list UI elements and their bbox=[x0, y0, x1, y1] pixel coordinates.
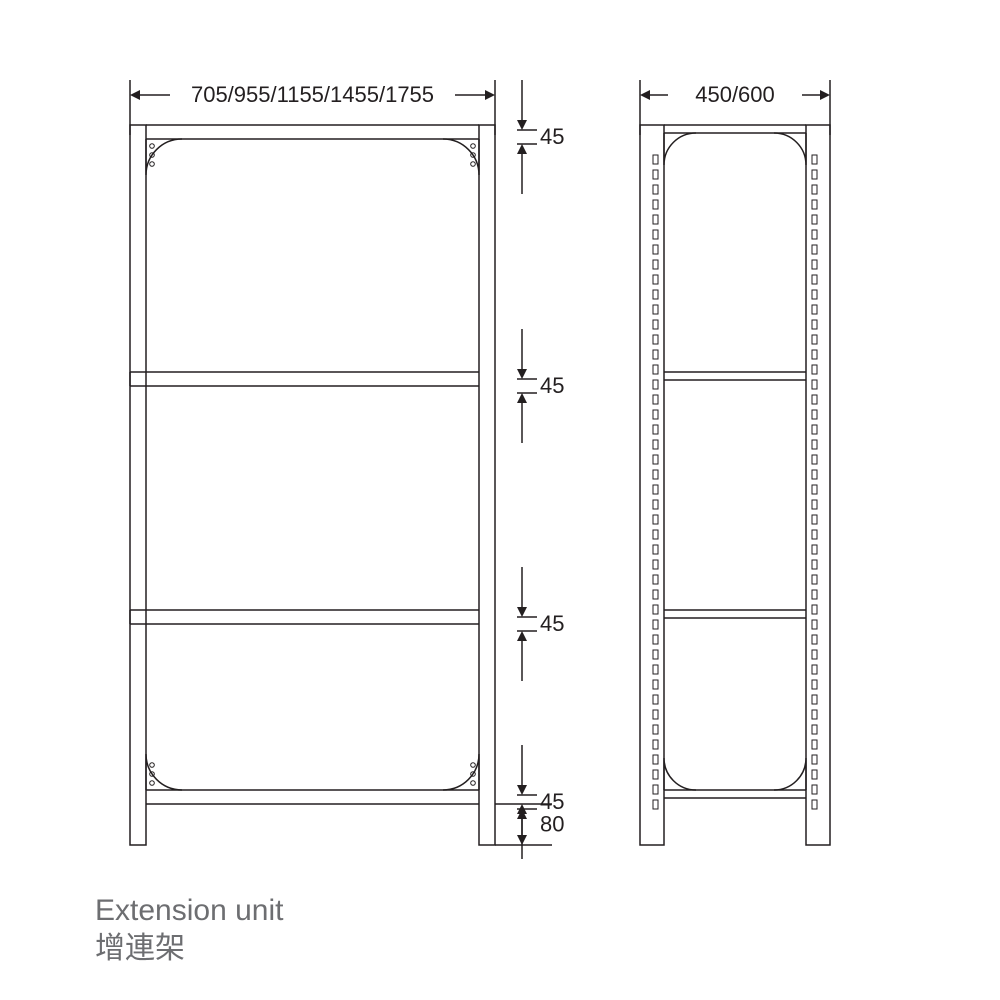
dim-shelf1: 45 bbox=[540, 124, 564, 149]
dim-shelf4: 45 bbox=[540, 789, 564, 814]
dim-shelf3: 45 bbox=[540, 611, 564, 636]
caption-cjk: 增連架 bbox=[95, 932, 185, 965]
dim-width-side: 450/600 bbox=[695, 82, 775, 107]
dim-foot: 80 bbox=[540, 812, 564, 837]
dim-shelf2: 45 bbox=[540, 373, 564, 398]
dimension-drawing: 705/955/1155/1455/1755450/6004545454580E… bbox=[0, 0, 1000, 1000]
dim-width-front: 705/955/1155/1455/1755 bbox=[191, 82, 434, 107]
caption-en: Extension unit bbox=[95, 894, 284, 927]
